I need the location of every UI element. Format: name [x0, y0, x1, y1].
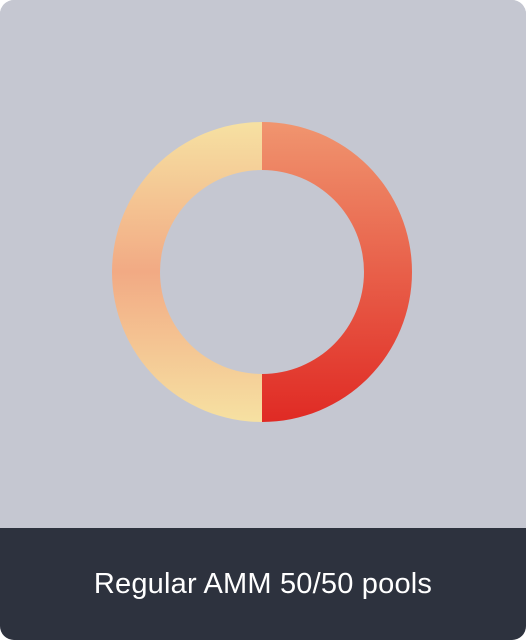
donut-chart [112, 122, 412, 422]
caption-bar: Regular AMM 50/50 pools [0, 528, 526, 640]
donut-slice-left [112, 122, 262, 422]
chart-area [112, 122, 412, 422]
donut-slice-right [262, 122, 412, 422]
pool-type-label: Regular AMM 50/50 pools [93, 567, 433, 600]
